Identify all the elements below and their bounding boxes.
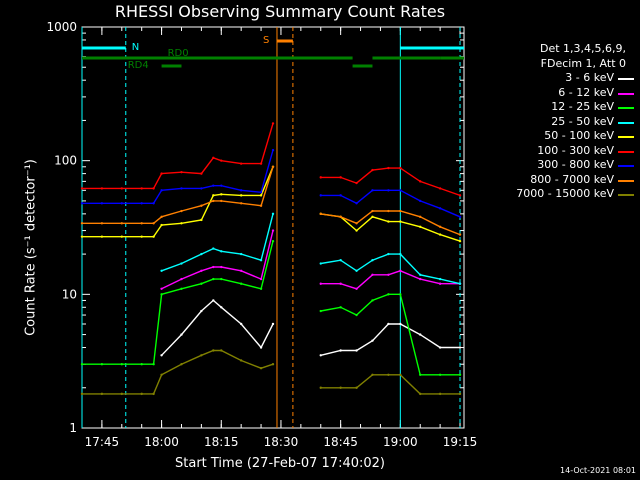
legend-swatch	[618, 121, 634, 124]
legend-entry: 800 - 7000 keV	[478, 173, 636, 188]
series-line-5	[320, 213, 461, 242]
rd4-label: RD4	[128, 60, 149, 71]
series-line-5	[82, 166, 274, 238]
series-line-4	[320, 253, 461, 285]
legend-swatch	[618, 194, 634, 196]
y-tick-label: 10	[62, 287, 77, 301]
series-line-1	[320, 323, 460, 356]
legend-entry-label: 300 - 800 keV	[537, 158, 614, 171]
legend-entry-label: 3 - 6 keV	[565, 71, 614, 84]
legend-entry: 25 - 50 keV	[478, 115, 636, 130]
series-line-8	[320, 210, 461, 236]
y-axis-label: Count Rate (s⁻¹ detector⁻¹)	[23, 159, 39, 336]
x-tick-label: 18:00	[144, 435, 179, 449]
legend-swatch	[618, 165, 634, 167]
series-line-3	[320, 293, 460, 376]
series-line-7	[320, 189, 461, 218]
legend-entry: 12 - 25 keV	[478, 100, 636, 115]
legend-swatch	[618, 136, 634, 138]
x-tick-label: 19:00	[383, 435, 418, 449]
legend-header-line-1: Det 1,3,4,5,6,9,	[539, 42, 626, 55]
legend-swatch	[618, 107, 634, 109]
legend-entry: 6 - 12 keV	[478, 86, 636, 101]
legend-entry: 7000 - 15000 keV	[478, 187, 636, 202]
legend-swatch	[618, 78, 634, 80]
legend-entry: 100 - 300 keV	[478, 144, 636, 159]
x-tick-label: 18:30	[264, 435, 299, 449]
y-tick-label: 100	[54, 154, 77, 168]
series-line-6	[320, 167, 461, 197]
legend-header-line-2: FDecim 1, Att 0	[540, 56, 626, 70]
legend-entry: 50 - 100 keV	[478, 129, 636, 144]
x-tick-label: 18:15	[204, 435, 239, 449]
legend-swatch	[618, 150, 634, 153]
y-tick-label: 1	[69, 421, 77, 435]
legend-entry-label: 50 - 100 keV	[544, 129, 614, 142]
night-label: N	[132, 42, 139, 53]
timestamp: 14-Oct-2021 08:01	[560, 466, 636, 475]
series-line-9	[320, 374, 460, 395]
series-line-8	[82, 166, 274, 225]
series-line-7	[82, 149, 274, 205]
x-tick-label: 17:45	[85, 435, 120, 449]
legend-entry-label: 25 - 50 keV	[551, 114, 614, 128]
legend-entry-label: 800 - 7000 keV	[530, 172, 614, 186]
x-tick-label: 18:45	[323, 435, 358, 449]
legend-entry-label: 100 - 300 keV	[537, 143, 614, 157]
legend-entry-label: 7000 - 15000 keV	[516, 187, 614, 200]
legend-entry-label: 6 - 12 keV	[558, 85, 614, 99]
series-line-1	[161, 299, 274, 356]
series-line-2	[161, 230, 274, 290]
saa-label: S	[263, 35, 269, 46]
series-line-6	[82, 123, 274, 190]
series-line-3	[82, 240, 274, 365]
y-tick-label: 1000	[46, 20, 77, 34]
x-tick-label: 19:15	[443, 435, 478, 449]
series-line-4	[161, 213, 274, 272]
x-axis-label: Start Time (27-Feb-07 17:40:02)	[175, 456, 385, 471]
plot-frame	[81, 26, 465, 429]
legend-entry: 3 - 6 keV	[478, 71, 636, 86]
legend-swatch	[618, 92, 634, 95]
series-line-9	[82, 349, 274, 395]
legend: Det 1,3,4,5,6,9, FDecim 1, Att 0 3 - 6 k…	[478, 42, 636, 202]
legend-entry: 300 - 800 keV	[478, 158, 636, 173]
series-line-2	[320, 270, 460, 290]
chart-title: RHESSI Observing Summary Count Rates	[114, 2, 446, 21]
legend-entry-label: 12 - 25 keV	[551, 100, 614, 113]
legend-swatch	[618, 179, 634, 182]
rd0-label: RD0	[168, 48, 189, 59]
